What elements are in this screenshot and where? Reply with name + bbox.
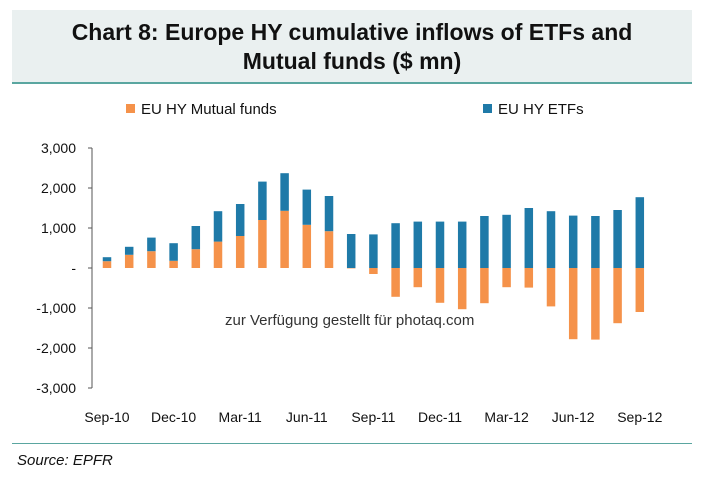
bar-etfs	[124, 246, 134, 255]
x-tick-label: Dec-10	[151, 409, 196, 425]
x-tick-label: Sep-12	[617, 409, 662, 425]
bar-etfs	[435, 221, 445, 268]
chart-title-box: Chart 8: Europe HY cumulative inflows of…	[12, 10, 692, 84]
bar-mutual-funds	[302, 224, 312, 268]
bar-etfs	[524, 208, 534, 268]
bar-mutual-funds	[502, 268, 511, 288]
bar-mutual-funds	[413, 268, 423, 288]
x-tick-label: Jun-11	[286, 409, 328, 425]
bar-etfs	[324, 196, 334, 232]
source-divider	[12, 443, 692, 444]
bar-mutual-funds	[258, 220, 267, 268]
legend-item-etfs: EU HY ETFs	[483, 101, 584, 118]
bar-etfs	[568, 215, 578, 268]
bar-mutual-funds	[213, 241, 223, 268]
bar-etfs	[546, 211, 556, 268]
bar-etfs	[613, 210, 622, 268]
bar-mutual-funds	[191, 249, 201, 268]
bar-etfs	[635, 197, 645, 268]
bar-etfs	[413, 221, 423, 268]
source-note: Source: EPFR	[17, 452, 113, 469]
y-tick-label: -1,000	[36, 300, 76, 316]
bar-mutual-funds	[524, 268, 534, 288]
chart-title: Chart 8: Europe HY cumulative inflows of…	[71, 19, 633, 74]
bar-etfs	[480, 216, 489, 268]
y-tick-label: 3,000	[41, 140, 76, 156]
bar-mutual-funds	[369, 268, 378, 274]
bar-mutual-funds	[591, 268, 600, 340]
bar-mutual-funds	[102, 261, 112, 268]
y-tick-label: 1,000	[41, 220, 76, 236]
bar-mutual-funds	[235, 236, 245, 268]
bar-mutual-funds	[324, 231, 334, 268]
bar-mutual-funds	[635, 268, 645, 312]
bar-etfs	[102, 257, 112, 262]
bar-etfs	[147, 237, 156, 252]
bar-etfs	[369, 234, 378, 268]
x-tick-label: Jun-12	[552, 409, 595, 425]
y-tick-label: -2,000	[36, 340, 76, 356]
bar-etfs	[191, 226, 201, 250]
bar-etfs	[235, 204, 245, 236]
legend-swatch-etfs	[483, 104, 492, 113]
bar-etfs	[591, 216, 600, 268]
bar-mutual-funds	[280, 210, 289, 268]
bar-mutual-funds	[480, 268, 489, 304]
bar-mutual-funds	[435, 268, 445, 303]
bar-etfs	[280, 173, 289, 211]
bar-etfs	[302, 189, 312, 225]
bar-etfs	[169, 243, 178, 261]
legend-item-mutual-funds: EU HY Mutual funds	[126, 101, 277, 118]
bar-mutual-funds	[124, 254, 134, 268]
bar-mutual-funds	[546, 268, 556, 307]
bar-etfs	[457, 221, 467, 268]
legend-label-mutual-funds: EU HY Mutual funds	[141, 101, 277, 118]
bar-mutual-funds	[391, 268, 400, 297]
bar-etfs	[502, 214, 511, 268]
bar-mutual-funds	[147, 251, 156, 268]
x-tick-label: Mar-12	[484, 409, 529, 425]
y-tick-label: -3,000	[36, 380, 76, 396]
bar-etfs	[213, 211, 223, 242]
bar-etfs	[258, 181, 267, 220]
x-tick-label: Dec-11	[418, 409, 462, 425]
bar-mutual-funds	[568, 268, 578, 340]
x-tick-label: Sep-10	[84, 409, 129, 425]
bar-etfs	[346, 234, 356, 268]
bar-mutual-funds	[457, 268, 467, 310]
bar-mutual-funds	[613, 268, 622, 324]
legend-label-etfs: EU HY ETFs	[498, 101, 584, 118]
legend-swatch-mutual-funds	[126, 104, 135, 113]
y-tick-label: -	[71, 260, 76, 276]
watermark-text: zur Verfügung gestellt für photaq.com	[225, 312, 475, 329]
y-tick-label: 2,000	[41, 180, 76, 196]
bar-mutual-funds	[169, 260, 178, 268]
x-tick-label: Sep-11	[351, 409, 395, 425]
x-tick-label: Mar-11	[219, 409, 263, 425]
bar-etfs	[391, 223, 400, 268]
